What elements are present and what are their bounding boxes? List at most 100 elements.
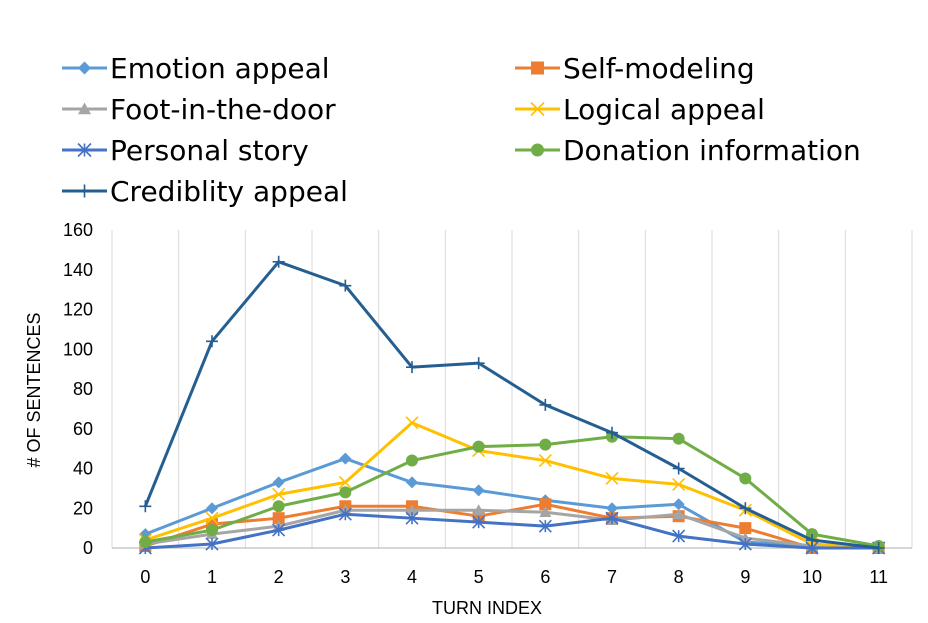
x-tick-label: 8: [674, 567, 684, 587]
y-tick-label: 0: [83, 538, 93, 558]
data-point: [806, 534, 818, 547]
data-point: [338, 475, 352, 489]
data-point: [472, 440, 485, 453]
data-point: [406, 454, 418, 467]
legend-item: Personal story: [62, 134, 309, 167]
data-point: [605, 471, 619, 486]
data-point: [672, 462, 685, 475]
x-tick-label: 11: [869, 567, 888, 587]
legend-label: Foot-in-the-door: [110, 93, 336, 126]
data-point: [77, 142, 92, 158]
data-point: [539, 498, 552, 511]
legend-label: Logical appeal: [563, 93, 765, 126]
legend-item: Logical appeal: [515, 93, 765, 126]
data-point: [872, 542, 885, 554]
y-tick-label: 120: [63, 300, 93, 320]
data-point: [339, 279, 352, 292]
data-point: [205, 537, 219, 551]
data-point: [405, 511, 419, 525]
legend: Emotion appeal Self-modeling Foot-in-the-d…: [62, 52, 861, 208]
x-axis-title: TURN INDEX: [432, 598, 542, 618]
x-tick-label: 7: [607, 567, 617, 587]
axes: 0 20 40 60 80 100 120 140 160 0 1 2 3 4 5 6 7 8 9 10 11: [63, 220, 912, 587]
data-point: [272, 255, 285, 268]
data-point: [406, 476, 418, 489]
data-point: [339, 452, 352, 465]
y-tick-label: 100: [63, 339, 93, 359]
data-point: [606, 426, 618, 439]
legend-label: Crediblity appeal: [110, 175, 348, 208]
data-point: [206, 335, 218, 348]
series-line: [143, 260, 879, 550]
y-tick-label: 60: [73, 419, 93, 439]
data-point: [672, 432, 685, 445]
data-point: [739, 472, 752, 485]
data-point: [539, 398, 552, 411]
y-tick-label: 140: [63, 260, 93, 280]
data-point: [206, 524, 218, 537]
series-lines: [138, 255, 886, 555]
data-point: [472, 484, 485, 497]
data-point: [472, 357, 485, 370]
data-point: [139, 536, 152, 549]
x-tick-label: 1: [207, 567, 217, 587]
data-point: [539, 438, 552, 451]
data-point: [406, 504, 418, 516]
gridlines: [111, 230, 913, 548]
data-point: [531, 143, 544, 157]
data-point: [738, 537, 752, 551]
data-point: [339, 486, 352, 499]
legend-item: Foot-in-the-door: [62, 93, 336, 126]
series-line: [145, 435, 879, 548]
x-tick-label: 3: [340, 567, 350, 587]
data-point: [78, 102, 91, 115]
data-point: [531, 61, 544, 75]
data-point: [605, 511, 619, 525]
data-point: [672, 498, 685, 511]
data-point: [538, 519, 552, 533]
x-tick-label: 0: [140, 567, 150, 587]
legend-item: Emotion appeal: [62, 52, 330, 85]
data-point: [739, 522, 752, 535]
data-point: [406, 361, 418, 374]
data-point: [272, 512, 285, 525]
y-tick-label: 20: [73, 498, 93, 518]
y-axis-title: # OF SENTENCES: [24, 312, 44, 467]
data-point: [739, 502, 752, 515]
data-point: [606, 502, 618, 515]
data-point: [272, 476, 285, 489]
data-point: [206, 502, 218, 515]
x-tick-label: 4: [407, 567, 417, 587]
data-point: [538, 453, 552, 468]
x-tick-label: 9: [740, 567, 750, 587]
y-tick-label: 40: [73, 459, 93, 479]
legend-label: Self-modeling: [563, 52, 755, 85]
y-tick-label: 160: [63, 220, 93, 240]
data-point: [78, 184, 91, 198]
x-tick-label: 10: [802, 567, 822, 587]
series-crediblity-appeal: [139, 255, 885, 554]
series-line: [144, 421, 879, 550]
legend-label: Donation information: [563, 134, 861, 167]
data-point: [405, 416, 419, 430]
legend-item: Donation information: [515, 134, 861, 167]
x-tick-label: 2: [274, 567, 284, 587]
series-line: [145, 508, 879, 550]
x-tick-label: 6: [540, 567, 550, 587]
data-point: [472, 515, 486, 529]
data-point: [672, 508, 685, 520]
legend-label: Personal story: [110, 134, 309, 167]
data-point: [672, 477, 686, 491]
x-tick-label: 5: [474, 567, 484, 587]
data-point: [78, 61, 91, 75]
data-point: [272, 523, 286, 537]
legend-item: Self-modeling: [515, 52, 755, 85]
legend-label: Emotion appeal: [110, 52, 330, 85]
y-tick-label: 80: [73, 379, 93, 399]
data-point: [672, 529, 686, 543]
data-point: [338, 507, 352, 521]
series-line: [145, 512, 879, 550]
data-point: [539, 506, 552, 518]
series-line: [144, 457, 879, 550]
